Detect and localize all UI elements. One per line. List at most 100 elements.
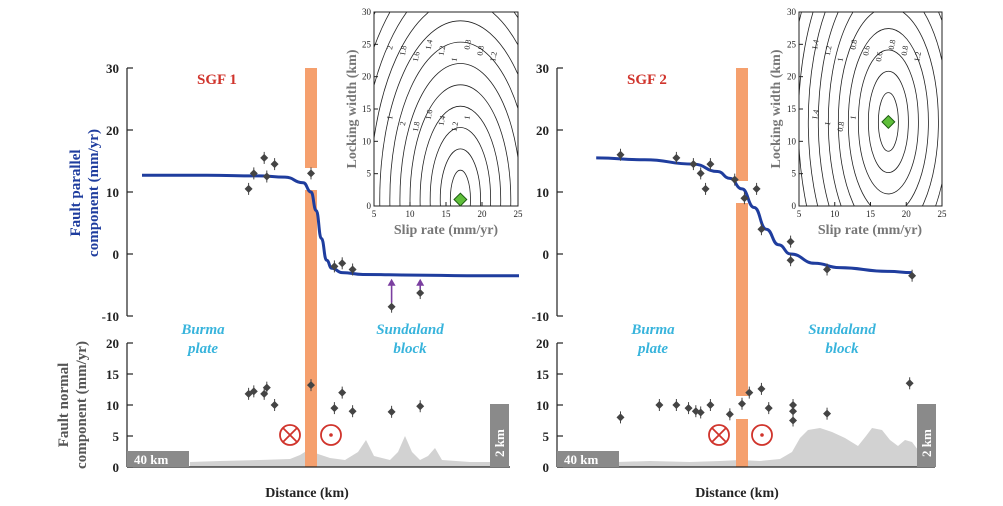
- region-right-line1: Sundaland: [376, 322, 444, 338]
- contour-label: 0.8: [836, 121, 847, 132]
- contour-line: [379, 20, 518, 206]
- arrow: [387, 278, 396, 303]
- inset-x-tick-label: 10: [830, 209, 840, 219]
- data-point: [823, 407, 832, 420]
- contour-label: 1.8: [398, 45, 409, 56]
- data-point: [740, 192, 749, 205]
- inset-x-title: Slip rate (mm/yr): [818, 223, 923, 238]
- contour-label: 1.2: [437, 45, 448, 56]
- data-point: [789, 405, 798, 418]
- data-point: [757, 223, 766, 236]
- scale-box-vertical: [917, 404, 936, 467]
- scale-label-vertical: 2 km: [492, 429, 507, 457]
- y-title-normal-line2: component (mm/yr): [74, 341, 90, 469]
- data-point: [786, 254, 795, 267]
- inset-y-tick-label: 15: [362, 104, 372, 114]
- contour-label: 0.8: [475, 45, 486, 56]
- data-point: [348, 263, 357, 276]
- panel-title: SGF 2: [627, 72, 667, 88]
- data-point: [725, 408, 734, 421]
- contour-label: 1.6: [411, 51, 422, 62]
- inset-x-title: Slip rate (mm/yr): [394, 223, 499, 238]
- inset-x-tick-label: 5: [372, 209, 377, 219]
- data-point: [244, 387, 253, 400]
- data-point: [260, 151, 269, 164]
- data-point: [745, 386, 754, 399]
- normal-data-points: [244, 379, 425, 418]
- y-tick-label: 30: [536, 61, 549, 76]
- inset-x-tick-label: 10: [406, 209, 416, 219]
- data-point: [270, 158, 279, 171]
- contour-label: 0.8: [462, 39, 473, 50]
- out-of-page-symbol: [751, 424, 773, 446]
- arrow: [416, 278, 425, 290]
- inset-y-tick-label: 10: [787, 136, 797, 146]
- scale-label-horizontal: 40 km: [564, 452, 598, 467]
- region-right-line2: block: [825, 341, 859, 357]
- data-point: [262, 170, 271, 183]
- y-title-parallel-line2: component (mm/yr): [86, 129, 102, 257]
- scale-label-vertical: 2 km: [919, 429, 934, 457]
- contour-line: [409, 84, 512, 206]
- inset-x-tick-label: 25: [514, 209, 524, 219]
- y-ticks-normal: 0 5 10 15 20: [536, 336, 563, 475]
- optimum-marker: [453, 192, 468, 207]
- data-point: [672, 151, 681, 164]
- data-point: [348, 405, 357, 418]
- inset-contour-plot: 1.41.210.80.60.60.80.81.21.41 0.81 5 10 15 2…: [769, 7, 947, 238]
- data-point: [696, 406, 705, 419]
- data-point: [270, 399, 279, 411]
- data-point: [249, 167, 258, 180]
- contour-line: [429, 127, 492, 206]
- data-point: [823, 263, 832, 276]
- scale-box-horizontal: [557, 451, 619, 467]
- contour-label: 1.4: [810, 109, 821, 120]
- inset-y-tick-label: 25: [787, 39, 797, 49]
- data-point: [738, 397, 746, 410]
- contour-label: 0.8: [887, 39, 898, 50]
- data-point: [764, 402, 773, 415]
- y-tick-label: 10: [106, 185, 119, 200]
- inset-y-tick-label: 20: [787, 72, 797, 82]
- correction-arrows: [387, 278, 425, 303]
- contour-label: 1: [462, 115, 472, 121]
- x-axis-title: Distance (km): [265, 486, 349, 501]
- inset-y-tick-label: 0: [792, 201, 797, 211]
- data-point: [262, 381, 271, 394]
- data-point: [908, 269, 917, 282]
- inset-x-tick-label: 20: [478, 209, 488, 219]
- data-point: [905, 377, 914, 390]
- inset-y-tick-label: 20: [362, 72, 372, 82]
- contour-label: 0.6: [874, 51, 885, 62]
- contour-label: 0.8: [900, 45, 911, 56]
- fault-zone-upper: [736, 68, 748, 181]
- inset-x-tick-label: 15: [866, 209, 876, 219]
- region-left-line1: Burma: [630, 322, 675, 338]
- data-point: [655, 399, 664, 411]
- contour-line: [817, 12, 942, 206]
- inset-frame: [373, 11, 519, 207]
- data-point: [307, 379, 315, 392]
- out-of-page-symbol: [320, 424, 342, 446]
- region-right-line2: block: [393, 341, 427, 357]
- y-tick-label: 20: [106, 336, 119, 351]
- data-point: [338, 257, 347, 270]
- y-tick-label: -10: [102, 309, 119, 324]
- contour-line: [847, 28, 929, 206]
- topography-profile: [190, 436, 490, 467]
- y-title-parallel-line1: Fault parallel: [68, 149, 84, 236]
- inset-y-title: Locking width (km): [769, 49, 784, 168]
- y-tick-label: 0: [543, 460, 550, 475]
- data-point: [338, 386, 347, 399]
- contour-line: [877, 92, 899, 152]
- normal-data-points: [616, 377, 914, 427]
- y-tick-label: 20: [536, 123, 549, 138]
- contour-line: [419, 105, 502, 206]
- y-tick-label: 20: [106, 123, 119, 138]
- inset-x-tick-label: 15: [442, 209, 452, 219]
- y-tick-label: 20: [536, 336, 549, 351]
- data-point: [672, 399, 681, 411]
